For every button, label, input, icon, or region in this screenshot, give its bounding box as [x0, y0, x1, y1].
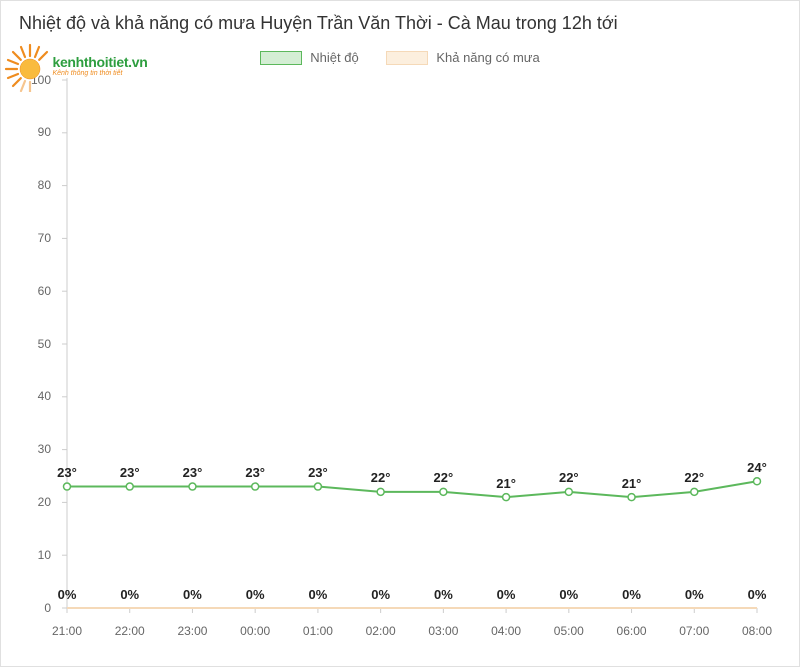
x-tick-label: 08:00: [742, 624, 772, 638]
chart-title: Nhiệt độ và khả năng có mưa Huyện Trần V…: [19, 13, 781, 34]
legend-temperature: Nhiệt độ: [260, 50, 358, 65]
y-tick-label: 90: [21, 125, 51, 139]
y-tick-label: 80: [21, 178, 51, 192]
rain-point-label: 0%: [622, 587, 641, 602]
rain-point-label: 0%: [120, 587, 139, 602]
site-logo: kenhthoitiet.vn Kênh thông tin thời tiết: [1, 37, 148, 92]
y-tick-label: 40: [21, 389, 51, 403]
y-tick-label: 10: [21, 548, 51, 562]
temp-point-label: 22°: [434, 470, 454, 485]
temp-point-label: 23°: [183, 465, 203, 480]
sun-icon: [1, 37, 56, 92]
legend-temp-swatch: [260, 51, 302, 65]
x-tick-label: 06:00: [617, 624, 647, 638]
temp-point-label: 21°: [622, 476, 642, 491]
weather-chart-panel: Nhiệt độ và khả năng có mưa Huyện Trần V…: [0, 0, 800, 667]
rain-point-label: 0%: [371, 587, 390, 602]
y-tick-label: 20: [21, 495, 51, 509]
temp-point-label: 24°: [747, 460, 767, 475]
temp-point-label: 23°: [308, 465, 328, 480]
chart-plot-area: 010203040506070809010021:0022:0023:0000:…: [19, 76, 765, 636]
x-tick-label: 02:00: [366, 624, 396, 638]
x-tick-label: 05:00: [554, 624, 584, 638]
temp-point-label: 23°: [120, 465, 140, 480]
x-tick-label: 04:00: [491, 624, 521, 638]
temp-point-label: 21°: [496, 476, 516, 491]
x-tick-label: 23:00: [177, 624, 207, 638]
rain-point-label: 0%: [246, 587, 265, 602]
temp-point-label: 23°: [245, 465, 265, 480]
x-tick-label: 03:00: [428, 624, 458, 638]
temp-point-label: 23°: [57, 465, 77, 480]
rain-point-label: 0%: [434, 587, 453, 602]
rain-point-label: 0%: [685, 587, 704, 602]
chart-svg: [19, 76, 765, 616]
legend-rain: Khả năng có mưa: [386, 50, 539, 65]
rain-point-label: 0%: [497, 587, 516, 602]
y-tick-label: 50: [21, 337, 51, 351]
temp-point-label: 22°: [371, 470, 391, 485]
legend-temp-label: Nhiệt độ: [310, 50, 358, 65]
y-tick-label: 60: [21, 284, 51, 298]
x-tick-label: 01:00: [303, 624, 333, 638]
rain-point-label: 0%: [183, 587, 202, 602]
rain-point-label: 0%: [559, 587, 578, 602]
legend-rain-swatch: [386, 51, 428, 65]
logo-brand: kenhthoitiet.vn: [52, 54, 147, 70]
rain-point-label: 0%: [58, 587, 77, 602]
x-tick-label: 22:00: [115, 624, 145, 638]
rain-point-label: 0%: [309, 587, 328, 602]
x-tick-label: 00:00: [240, 624, 270, 638]
legend-rain-label: Khả năng có mưa: [436, 50, 539, 65]
logo-tagline: Kênh thông tin thời tiết: [52, 70, 147, 77]
x-tick-label: 21:00: [52, 624, 82, 638]
temp-point-label: 22°: [559, 470, 579, 485]
y-tick-label: 70: [21, 231, 51, 245]
y-tick-label: 30: [21, 442, 51, 456]
y-tick-label: 0: [21, 601, 51, 615]
x-tick-label: 07:00: [679, 624, 709, 638]
rain-point-label: 0%: [748, 587, 767, 602]
logo-text: kenhthoitiet.vn Kênh thông tin thời tiết: [52, 54, 147, 77]
temp-point-label: 22°: [684, 470, 704, 485]
